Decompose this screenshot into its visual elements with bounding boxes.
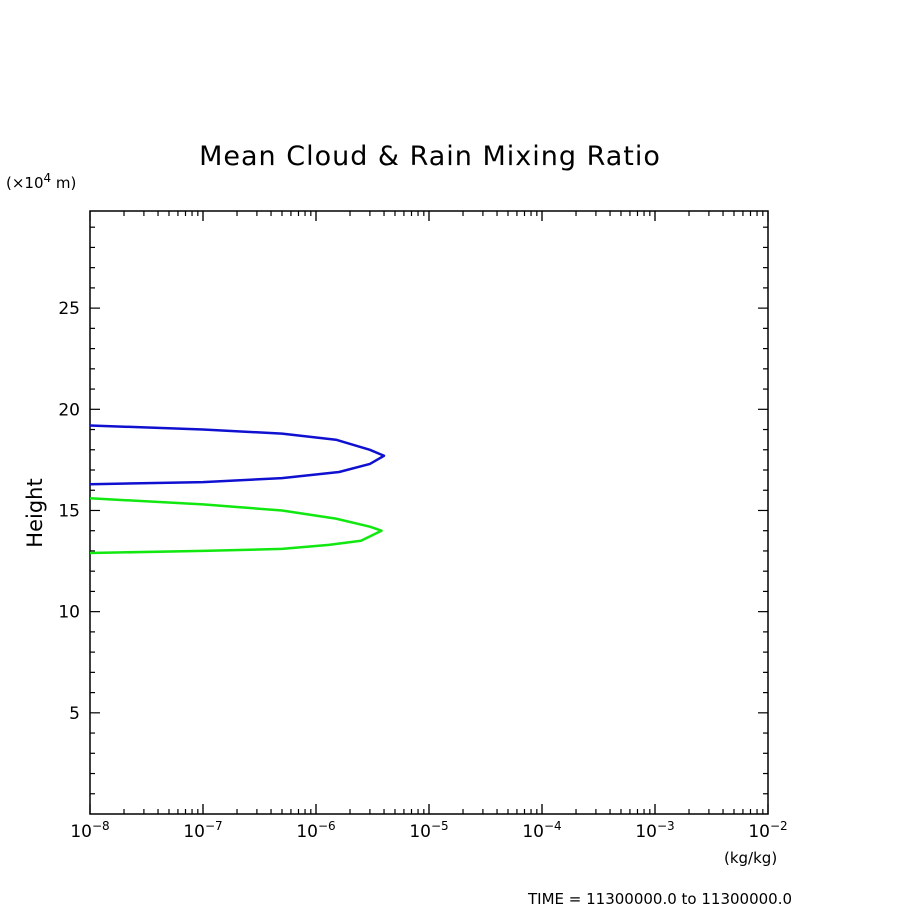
x-tick-label: 10−5 xyxy=(409,819,448,842)
x-tick-label: 10−3 xyxy=(635,819,674,842)
y-tick-label: 15 xyxy=(58,501,80,521)
x-tick-exponent: −8 xyxy=(92,819,110,833)
x-tick-exponent: −7 xyxy=(205,819,223,833)
chart-title: Mean Cloud & Rain Mixing Ratio xyxy=(199,141,661,172)
x-tick-exponent: −3 xyxy=(657,819,675,833)
x-tick-base: 10 xyxy=(70,822,92,842)
y-tick-label: 5 xyxy=(69,704,80,724)
series-line-1 xyxy=(89,424,386,486)
x-tick-label: 10−7 xyxy=(183,819,222,842)
x-tick-exponent: −6 xyxy=(318,819,336,833)
x-tick-base: 10 xyxy=(183,822,205,842)
x-tick-label: 10−8 xyxy=(70,819,109,842)
series-line-2 xyxy=(89,497,383,555)
y-tick-label: 10 xyxy=(58,603,80,623)
y-tick-labels: 5 10 15 20 25 xyxy=(58,299,80,724)
x-tick-base: 10 xyxy=(296,822,318,842)
y-tick-label: 20 xyxy=(58,400,80,420)
y-unit-label: (×104 m) xyxy=(6,171,76,192)
axis-ticks xyxy=(89,211,769,814)
time-range-footer: TIME = 11300000.0 to 11300000.0 xyxy=(527,890,792,904)
x-tick-exponent: −4 xyxy=(544,819,562,833)
x-tick-base: 10 xyxy=(522,822,544,842)
y-unit-exponent: 4 xyxy=(44,171,52,185)
y-unit-prefix: (×10 xyxy=(6,174,44,192)
x-tick-label: 10−4 xyxy=(522,819,561,842)
x-tick-label: 10−6 xyxy=(296,819,335,842)
y-axis-label: Height xyxy=(23,478,47,547)
y-unit-suffix: m) xyxy=(51,174,76,192)
x-unit-label: (kg/kg) xyxy=(724,849,777,867)
x-tick-exponent: −2 xyxy=(770,819,788,833)
x-tick-base: 10 xyxy=(635,822,657,842)
y-tick-label: 25 xyxy=(58,299,80,319)
plot-frame xyxy=(89,210,769,815)
x-tick-base: 10 xyxy=(748,822,770,842)
series-lines xyxy=(89,424,386,555)
x-tick-label: 10−2 xyxy=(748,819,787,842)
x-tick-exponent: −5 xyxy=(431,819,449,833)
x-tick-labels: 10−8 10−7 10−6 10−5 10−4 10−3 10−2 xyxy=(70,819,787,842)
x-tick-base: 10 xyxy=(409,822,431,842)
